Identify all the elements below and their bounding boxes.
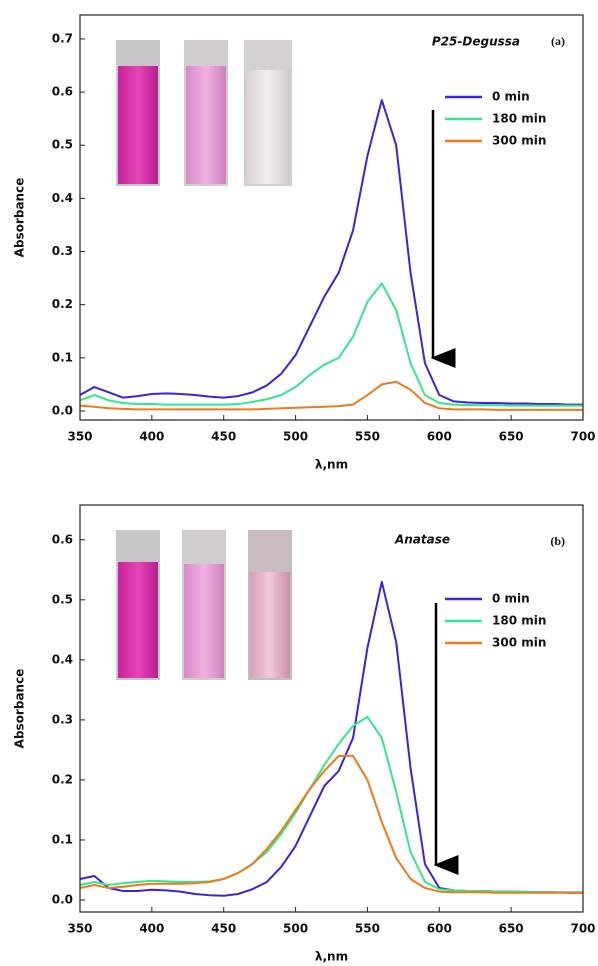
- panel-label: (a): [551, 34, 565, 48]
- x-axis-label: λ,nm: [315, 950, 348, 964]
- legend-label: 300 min: [492, 636, 546, 650]
- y-tick-label: 0.3: [52, 244, 73, 258]
- y-tick-label: 0.0: [52, 403, 73, 417]
- y-tick-label: 0.0: [52, 892, 73, 906]
- data-line: [79, 282, 583, 407]
- cuvette-photos-b: [116, 530, 292, 680]
- y-tick-label: 0.1: [52, 832, 73, 846]
- plot-frame: [79, 504, 584, 913]
- y-tick-label: 0.1: [52, 350, 73, 364]
- y-tick-label: 0.6: [52, 85, 73, 99]
- legend-label: 0 min: [492, 592, 530, 606]
- x-tick-label: 700: [570, 430, 595, 444]
- x-axis-label: λ,nm: [315, 458, 348, 472]
- cuvette-photos-a: [116, 40, 292, 186]
- x-tick-label: 350: [67, 922, 92, 936]
- y-tick-label: 0.5: [52, 138, 73, 152]
- x-tick-label: 350: [67, 430, 92, 444]
- x-tick-label: 650: [499, 430, 524, 444]
- chart-title: P25-Degussa: [432, 35, 520, 49]
- y-axis-label: Absorbance: [13, 178, 27, 258]
- x-tick-label: 650: [499, 922, 524, 936]
- panel: 0 min 180 min 300 min 350 400 450 500 550 600 650…: [13, 504, 596, 964]
- x-tick-label: 700: [570, 922, 595, 936]
- x-tick-label: 400: [139, 922, 164, 936]
- x-tick-label: 550: [355, 922, 380, 936]
- panel-label: (b): [550, 534, 565, 548]
- y-tick-label: 0.7: [52, 31, 73, 45]
- data-line: [79, 99, 583, 406]
- data-line: [79, 754, 583, 894]
- y-tick-label: 0.3: [52, 712, 73, 726]
- legend-label: 0 min: [492, 90, 530, 104]
- x-tick-label: 550: [355, 430, 380, 444]
- panel: 0 min 180 min 300 min 350 400 450 500 550 600 650…: [13, 14, 596, 472]
- y-tick-label: 0.5: [52, 592, 73, 606]
- x-tick-label: 500: [283, 922, 308, 936]
- data-line: [79, 380, 583, 411]
- x-tick-label: 600: [427, 922, 452, 936]
- legend-label: 180 min: [492, 112, 546, 126]
- x-tick-label: 400: [139, 430, 164, 444]
- y-axis-label: Absorbance: [13, 669, 27, 749]
- y-tick-label: 0.2: [52, 297, 73, 311]
- y-tick-label: 0.4: [52, 652, 73, 666]
- y-tick-label: 0.2: [52, 772, 73, 786]
- y-tick-label: 0.6: [52, 532, 73, 546]
- chart-title: Anatase: [394, 533, 450, 547]
- data-line: [79, 715, 583, 894]
- y-tick-label: 0.4: [52, 191, 73, 205]
- legend-label: 180 min: [492, 614, 546, 628]
- x-tick-label: 600: [427, 430, 452, 444]
- x-tick-label: 450: [211, 922, 236, 936]
- x-tick-label: 450: [211, 430, 236, 444]
- legend-label: 300 min: [492, 134, 546, 148]
- x-tick-label: 500: [283, 430, 308, 444]
- plot-frame: [79, 14, 584, 421]
